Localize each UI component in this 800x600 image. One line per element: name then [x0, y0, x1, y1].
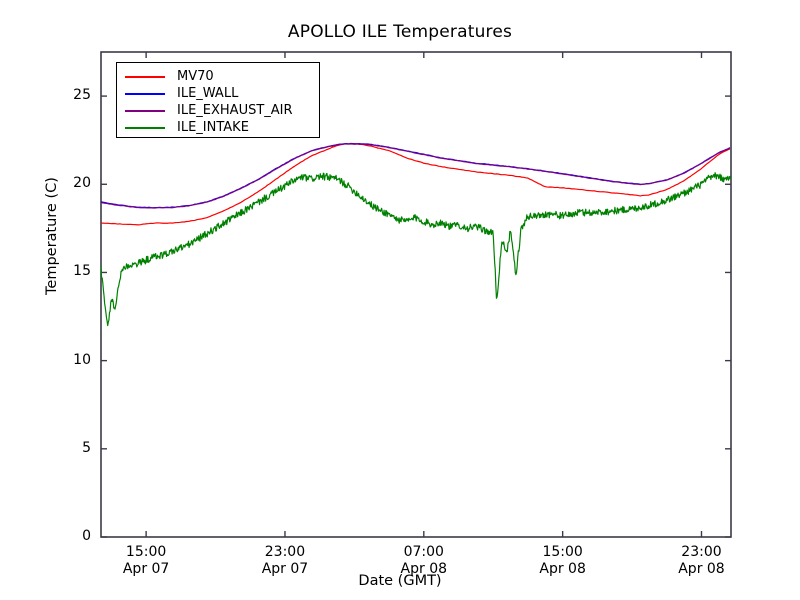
plot-frame: [100, 51, 732, 538]
x-tick-time: 15:00: [542, 544, 583, 560]
y-tick-label: 0: [82, 528, 91, 544]
series-line-ile-intake: [100, 172, 732, 327]
y-tick-label: 5: [82, 439, 91, 456]
legend-color-swatch: [125, 109, 165, 112]
legend-item: ILE_INTAKE: [117, 119, 319, 136]
x-axis-label: Date (GMT): [358, 573, 442, 589]
chart-title: APOLLO ILE Temperatures: [287, 22, 513, 42]
legend-label: ILE_INTAKE: [177, 120, 249, 135]
x-tick-date: Apr 08: [678, 561, 725, 577]
y-tick-label: 15: [73, 263, 91, 280]
y-tick-label: 20: [73, 175, 91, 192]
x-tick-label: 15:00 Apr 08: [513, 544, 613, 578]
legend-label: MV70: [177, 69, 214, 84]
legend-item: ILE_EXHAUST_AIR: [117, 102, 319, 119]
y-axis-label: Temperature (C): [44, 177, 60, 295]
legend-color-swatch: [125, 75, 165, 78]
legend-label: ILE_EXHAUST_AIR: [177, 103, 293, 118]
x-tick-date: Apr 08: [539, 561, 586, 577]
chart-legend: MV70 ILE_WALL ILE_EXHAUST_AIR ILE_INTAKE: [116, 62, 320, 138]
x-tick-label: 07:00 Apr 08: [374, 544, 474, 578]
y-tick-label: 10: [73, 351, 91, 368]
series-line-mv70: [100, 142, 731, 226]
legend-item: MV70: [117, 68, 319, 85]
x-tick-time: 23:00: [264, 544, 306, 560]
x-tick-time: 07:00: [403, 544, 444, 560]
legend-color-swatch: [125, 92, 165, 95]
series-line-ile-exhaust-air: [100, 143, 731, 209]
x-tick-label: 23:00 Apr 07: [235, 544, 335, 578]
y-tick-label: 25: [73, 87, 91, 104]
x-tick-time: 23:00: [681, 544, 722, 560]
x-tick-time: 15:00: [125, 544, 167, 560]
x-tick-date: Apr 07: [261, 561, 309, 577]
x-tick-date: Apr 08: [400, 561, 448, 577]
x-tick-label: 23:00 Apr 08: [651, 544, 751, 578]
x-tick-date: Apr 07: [122, 561, 170, 577]
legend-label: ILE_WALL: [177, 86, 239, 101]
legend-color-swatch: [125, 126, 165, 129]
x-tick-label: 15:00 Apr 07: [96, 544, 196, 578]
legend-item: ILE_WALL: [117, 85, 319, 102]
